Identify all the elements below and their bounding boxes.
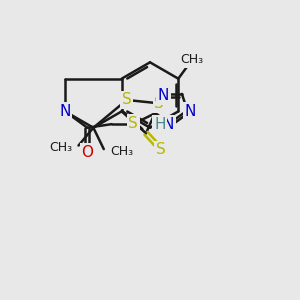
Text: CH₃: CH₃ <box>180 53 203 66</box>
Text: N: N <box>59 104 71 119</box>
Text: N: N <box>163 117 174 132</box>
Text: S: S <box>122 92 132 107</box>
Text: S: S <box>128 116 138 131</box>
Text: CH₃: CH₃ <box>49 141 72 154</box>
Text: N: N <box>185 104 196 119</box>
Text: H: H <box>154 117 166 132</box>
Text: O: O <box>81 145 93 160</box>
Text: CH₃: CH₃ <box>110 145 134 158</box>
Text: N: N <box>158 88 169 103</box>
Text: S: S <box>154 96 164 111</box>
Text: S: S <box>156 142 166 157</box>
